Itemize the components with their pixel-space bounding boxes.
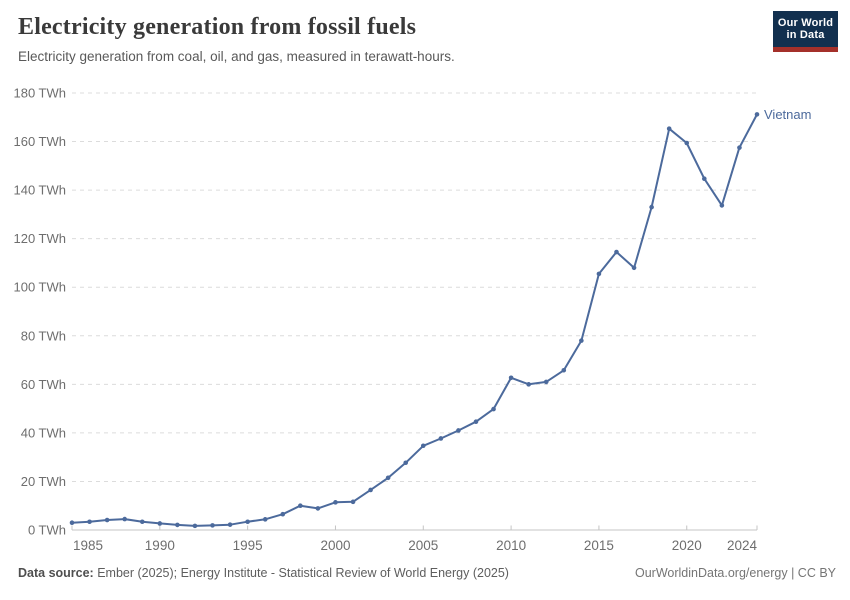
data-point[interactable] [684, 140, 690, 146]
data-point[interactable] [666, 126, 672, 131]
data-point[interactable] [385, 475, 391, 481]
vietnam-trend-line[interactable] [71, 113, 758, 527]
data-point[interactable] [245, 519, 250, 525]
data-point[interactable] [192, 523, 198, 529]
footer-credit-link[interactable]: OurWorldinData.org/energy | CC BY [634, 566, 836, 580]
x-axis-label: 2010 [496, 538, 526, 553]
data-point[interactable] [508, 375, 514, 381]
y-axis-label: 20 TWh [21, 474, 66, 489]
data-point[interactable] [561, 367, 567, 373]
series-label-vietnam[interactable]: Vietnam [764, 107, 811, 122]
data-point[interactable] [579, 338, 584, 343]
data-point[interactable] [69, 520, 75, 526]
data-point[interactable] [368, 487, 373, 493]
data-point[interactable] [596, 271, 602, 277]
data-point[interactable] [333, 500, 338, 505]
data-point[interactable] [420, 443, 426, 449]
data-point[interactable] [280, 511, 286, 517]
data-point[interactable] [456, 428, 461, 433]
data-point[interactable] [298, 503, 303, 509]
data-point[interactable] [210, 523, 215, 528]
x-axis-label: 1985 [73, 538, 103, 553]
owid-logo-line1: Our World [777, 16, 834, 29]
data-point[interactable] [473, 419, 479, 425]
x-axis-label: 1990 [145, 538, 175, 553]
data-point[interactable] [491, 406, 496, 412]
x-axis-label: 2020 [672, 538, 702, 553]
data-point[interactable] [157, 521, 163, 526]
data-point[interactable] [139, 519, 145, 525]
data-source-note: Data source: Ember (2025); Energy Instit… [18, 566, 509, 580]
y-axis-label: 120 TWh [13, 231, 66, 246]
y-axis-label: 60 TWh [21, 377, 66, 392]
chart-subtitle: Electricity generation from coal, oil, a… [18, 49, 455, 64]
data-point[interactable] [175, 522, 180, 528]
chart-footer: Data source: Ember (2025); Energy Instit… [18, 566, 836, 580]
data-point[interactable] [719, 203, 725, 208]
data-point[interactable] [737, 145, 742, 150]
x-axis-label: 2015 [584, 538, 614, 553]
data-point[interactable] [631, 265, 637, 271]
y-axis-label: 0 TWh [28, 523, 66, 538]
data-point[interactable] [315, 506, 321, 511]
data-source-label: Data source: [18, 566, 94, 580]
data-point[interactable] [614, 249, 619, 255]
data-point[interactable] [543, 379, 549, 385]
y-axis-label: 100 TWh [13, 280, 66, 295]
x-axis-label: 2024 [727, 538, 758, 553]
y-axis-label: 40 TWh [21, 425, 66, 440]
data-point[interactable] [403, 460, 409, 466]
x-axis-label: 1995 [233, 538, 263, 553]
y-axis-label: 80 TWh [21, 328, 66, 343]
chart-title: Electricity generation from fossil fuels [18, 14, 417, 40]
x-axis-label: 2000 [320, 538, 350, 553]
owid-logo-line2: in Data [786, 29, 825, 41]
y-axis-label: 140 TWh [13, 183, 66, 198]
owid-logo[interactable]: Our World in Data [773, 11, 838, 52]
x-axis-label: 2005 [408, 538, 438, 553]
data-point[interactable] [87, 519, 92, 525]
data-point[interactable] [262, 517, 268, 522]
data-point[interactable] [702, 176, 707, 182]
data-point[interactable] [754, 112, 760, 117]
data-point[interactable] [122, 516, 127, 522]
data-point[interactable] [227, 522, 233, 527]
y-axis-label: 180 TWh [13, 86, 66, 101]
data-point[interactable] [350, 499, 356, 505]
data-point[interactable] [526, 382, 531, 387]
data-point[interactable] [438, 436, 444, 441]
data-source-text: Ember (2025); Energy Institute - Statist… [93, 566, 509, 580]
y-axis-label: 160 TWh [13, 134, 66, 149]
data-point[interactable] [649, 204, 654, 210]
data-point[interactable] [104, 517, 110, 523]
